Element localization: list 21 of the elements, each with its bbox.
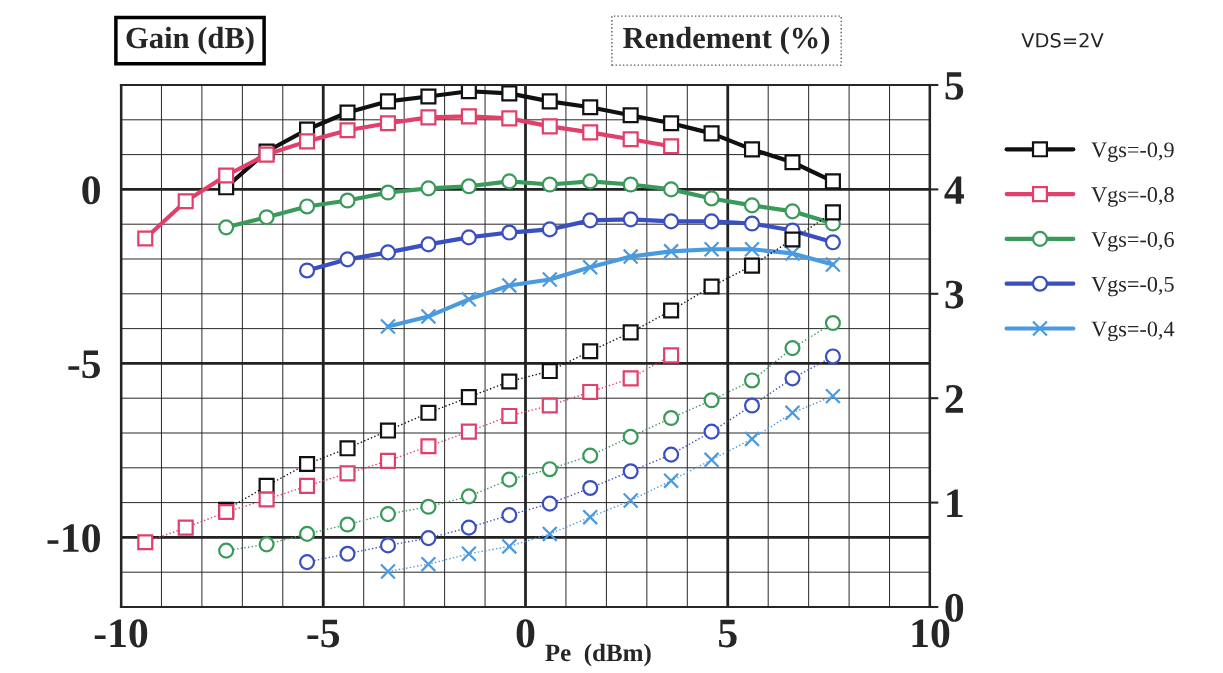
x-tick-label: 5 — [719, 619, 737, 648]
y2-tick-label: 5 — [945, 72, 964, 100]
y2-tick-label: 2 — [945, 385, 963, 413]
y2-tick-label: 3 — [945, 280, 964, 309]
y2-tick-label: 4 — [944, 176, 964, 204]
x-tick-label: -10 — [94, 619, 148, 648]
legend-label: Vgs=-0,9 — [1091, 142, 1174, 162]
y2-axis-title: Rendement (%) — [623, 26, 830, 55]
y-tick-label: -10 — [47, 524, 100, 553]
legend-label: Vgs=-0,6 — [1091, 231, 1174, 252]
x-tick-label: -5 — [307, 619, 340, 648]
legend-label: Vgs=-0,8 — [1091, 187, 1174, 207]
text: VDS=2V — [1021, 32, 1104, 48]
x-tick-label: 0 — [516, 619, 535, 648]
legend-label: Vgs=-0,5 — [1091, 276, 1174, 297]
y-tick-label: 0 — [82, 176, 100, 205]
y-axis-title: Gain (dB) — [126, 26, 254, 55]
legend-label: Vgs=-0,4 — [1091, 321, 1175, 342]
x-axis-title: Pe (dBm) — [545, 643, 651, 667]
y-tick-label: -5 — [68, 350, 101, 379]
y2-tick-label: 1 — [947, 489, 963, 518]
